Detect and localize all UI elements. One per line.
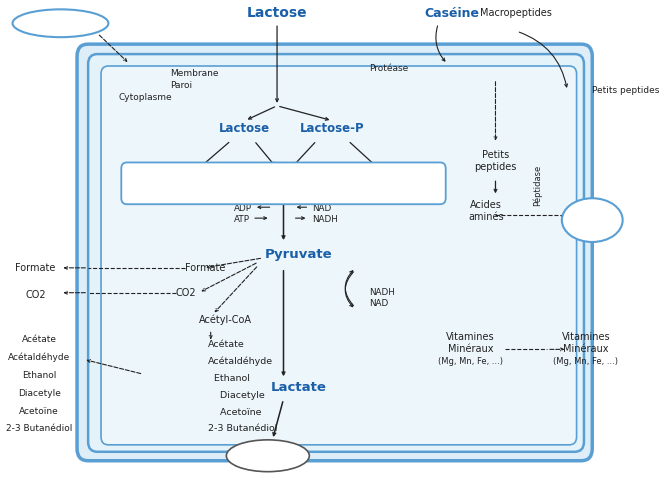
Text: Acétaldéhyde: Acétaldéhyde bbox=[208, 356, 273, 366]
FancyBboxPatch shape bbox=[121, 162, 446, 204]
Text: Péptidase: Péptidase bbox=[532, 165, 541, 206]
Ellipse shape bbox=[13, 9, 109, 37]
Text: Petits peptides: Petits peptides bbox=[592, 86, 659, 95]
Text: Vitamines: Vitamines bbox=[561, 332, 610, 342]
Text: (Mg, Mn, Fe, ...): (Mg, Mn, Fe, ...) bbox=[438, 357, 503, 366]
FancyBboxPatch shape bbox=[88, 54, 584, 452]
Text: CO2: CO2 bbox=[25, 290, 46, 299]
Text: Lactose: Lactose bbox=[219, 122, 270, 135]
Text: Acetoïne: Acetoïne bbox=[208, 408, 262, 416]
Text: Lactate: Lactate bbox=[243, 449, 293, 462]
Text: Lactose-P: Lactose-P bbox=[300, 122, 365, 135]
Text: Lactate: Lactate bbox=[270, 381, 326, 394]
Text: Ethanol: Ethanol bbox=[22, 371, 57, 380]
Text: ADP: ADP bbox=[234, 204, 252, 213]
Text: Vitamines: Vitamines bbox=[446, 332, 495, 342]
Text: NADH: NADH bbox=[312, 214, 338, 224]
FancyBboxPatch shape bbox=[77, 44, 592, 461]
Text: Ethanol: Ethanol bbox=[208, 374, 250, 383]
Text: NAD: NAD bbox=[369, 299, 388, 308]
Text: aminés: aminés bbox=[570, 222, 615, 232]
Text: Acétyl-CoA: Acétyl-CoA bbox=[198, 314, 252, 325]
Text: Formate: Formate bbox=[185, 263, 225, 273]
Text: 2-3 Butanédiol: 2-3 Butanédiol bbox=[6, 425, 73, 433]
Text: Acides: Acides bbox=[571, 210, 613, 220]
Text: Acides: Acides bbox=[470, 200, 502, 210]
Text: (Mg, Mn, Fe, ...): (Mg, Mn, Fe, ...) bbox=[553, 357, 618, 366]
Text: ATP: ATP bbox=[234, 214, 250, 224]
Text: Membrane: Membrane bbox=[170, 69, 218, 78]
Text: Diacetyle: Diacetyle bbox=[208, 391, 264, 399]
Text: Lactose: Lactose bbox=[246, 6, 308, 20]
Text: CO2: CO2 bbox=[176, 288, 196, 298]
Text: Minéraux: Minéraux bbox=[563, 344, 609, 355]
Text: Acetoïne: Acetoïne bbox=[19, 407, 59, 415]
Text: NADH: NADH bbox=[369, 288, 395, 297]
Text: 2-3 Butanédiol: 2-3 Butanédiol bbox=[208, 425, 277, 433]
Text: peptides: peptides bbox=[474, 162, 517, 172]
Text: Polysaccharides: Polysaccharides bbox=[13, 18, 108, 28]
Text: Galactose: Galactose bbox=[159, 178, 220, 188]
Text: Glucose: Glucose bbox=[259, 178, 308, 188]
Text: Minéraux: Minéraux bbox=[448, 344, 494, 355]
Ellipse shape bbox=[562, 198, 623, 242]
Text: Pyruvate: Pyruvate bbox=[264, 248, 332, 261]
Text: Macropeptides: Macropeptides bbox=[480, 8, 551, 18]
Text: Acétate: Acétate bbox=[208, 340, 244, 349]
Text: Galactose-P: Galactose-P bbox=[341, 178, 416, 188]
Text: Paroi: Paroi bbox=[170, 81, 192, 90]
Text: Diacetyle: Diacetyle bbox=[18, 389, 61, 398]
Text: Formate: Formate bbox=[15, 263, 56, 273]
Text: Cytoplasme: Cytoplasme bbox=[119, 93, 172, 102]
Text: NAD: NAD bbox=[312, 204, 331, 213]
Text: Acétate: Acétate bbox=[22, 335, 57, 344]
Text: aminés: aminés bbox=[468, 212, 504, 222]
Text: Protéase: Protéase bbox=[369, 65, 408, 73]
FancyBboxPatch shape bbox=[101, 66, 577, 445]
Text: Petits: Petits bbox=[482, 151, 509, 160]
Ellipse shape bbox=[226, 440, 309, 472]
Text: Caséine: Caséine bbox=[424, 7, 480, 20]
Text: Acétaldéhyde: Acétaldéhyde bbox=[8, 353, 71, 362]
